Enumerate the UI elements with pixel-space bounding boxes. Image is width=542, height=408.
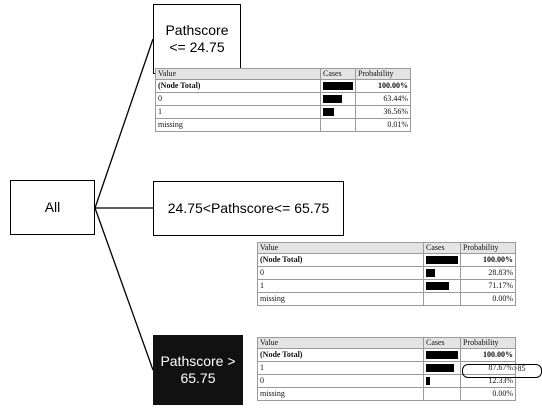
table-row: missing 0.00% bbox=[257, 292, 516, 306]
row-cases bbox=[423, 266, 461, 280]
row-probability: 71.17% bbox=[460, 279, 516, 293]
node-low-label: Pathscore <= 24.75 bbox=[165, 22, 229, 55]
row-value: 0 bbox=[155, 92, 321, 106]
header-cases: Cases bbox=[423, 242, 461, 254]
row-value: 0 bbox=[257, 266, 424, 280]
row-value: (Node Total) bbox=[257, 348, 424, 362]
highlight-callout bbox=[462, 364, 542, 378]
row-cases bbox=[423, 253, 461, 267]
node-high[interactable]: Pathscore > 65.75 bbox=[153, 335, 243, 405]
node-table-low: Value Cases Probability (Node Total) 100… bbox=[155, 68, 411, 132]
row-cases bbox=[423, 361, 461, 375]
row-value: missing bbox=[155, 118, 321, 132]
table-row: (Node Total) 100.00% bbox=[257, 253, 516, 267]
row-cases bbox=[320, 105, 356, 119]
header-value: Value bbox=[155, 68, 321, 80]
row-cases bbox=[423, 374, 461, 388]
row-cases bbox=[423, 292, 461, 306]
node-table-high: Value Cases Probability (Node Total) 100… bbox=[257, 337, 516, 401]
row-cases bbox=[423, 279, 461, 293]
table-row: (Node Total) 100.00% bbox=[155, 79, 411, 93]
cases-bar bbox=[426, 377, 430, 385]
row-value: 1 bbox=[257, 279, 424, 293]
header-probability: Probability bbox=[460, 242, 516, 254]
table-row: 1 36.56% bbox=[155, 105, 411, 119]
header-cases: Cases bbox=[320, 68, 356, 80]
cases-bar bbox=[323, 108, 334, 116]
table-row: 0 63.44% bbox=[155, 92, 411, 106]
row-value: 1 bbox=[155, 105, 321, 119]
row-probability: 63.44% bbox=[355, 92, 411, 106]
node-mid-label: 24.75<Pathscore<= 65.75 bbox=[167, 200, 330, 217]
row-cases bbox=[320, 118, 356, 132]
row-value: (Node Total) bbox=[155, 79, 321, 93]
cases-bar bbox=[426, 282, 449, 290]
row-probability: 28.83% bbox=[460, 266, 516, 280]
row-probability: 36.56% bbox=[355, 105, 411, 119]
cases-bar bbox=[323, 82, 353, 90]
table-row: 0 28.83% bbox=[257, 266, 516, 280]
node-table-mid: Value Cases Probability (Node Total) 100… bbox=[257, 242, 516, 306]
header-probability: Probability bbox=[460, 337, 516, 349]
row-probability: 100.00% bbox=[460, 348, 516, 362]
edge-root-to-high bbox=[94, 207, 154, 371]
node-high-label: Pathscore > 65.75 bbox=[160, 353, 236, 386]
header-value: Value bbox=[257, 242, 424, 254]
row-probability: 0.00% bbox=[460, 292, 516, 306]
callout-label: >85 bbox=[513, 364, 526, 373]
header-cases: Cases bbox=[423, 337, 461, 349]
header-value: Value bbox=[257, 337, 424, 349]
row-value: (Node Total) bbox=[257, 253, 424, 267]
row-probability: 0.01% bbox=[355, 118, 411, 132]
row-value: missing bbox=[257, 387, 424, 401]
node-low[interactable]: Pathscore <= 24.75 bbox=[153, 4, 241, 74]
edge-root-to-low bbox=[94, 38, 154, 209]
table-row: (Node Total) 100.00% bbox=[257, 348, 516, 362]
row-cases bbox=[423, 348, 461, 362]
cases-bar bbox=[426, 364, 454, 372]
node-root-label: All bbox=[44, 199, 61, 216]
table-row: 1 71.17% bbox=[257, 279, 516, 293]
cases-bar bbox=[426, 351, 458, 359]
row-probability: 100.00% bbox=[355, 79, 411, 93]
table-row: missing 0.00% bbox=[257, 387, 516, 401]
row-value: 1 bbox=[257, 361, 424, 375]
cases-bar bbox=[323, 95, 342, 103]
node-root[interactable]: All bbox=[10, 180, 95, 235]
node-mid[interactable]: 24.75<Pathscore<= 65.75 bbox=[153, 181, 344, 236]
row-probability: 100.00% bbox=[460, 253, 516, 267]
row-cases bbox=[320, 79, 356, 93]
row-probability: 0.00% bbox=[460, 387, 516, 401]
cases-bar bbox=[426, 256, 458, 264]
header-probability: Probability bbox=[355, 68, 411, 80]
row-cases bbox=[320, 92, 356, 106]
cases-bar bbox=[426, 269, 435, 277]
row-value: missing bbox=[257, 292, 424, 306]
row-cases bbox=[423, 387, 461, 401]
table-row: missing 0.01% bbox=[155, 118, 411, 132]
row-value: 0 bbox=[257, 374, 424, 388]
